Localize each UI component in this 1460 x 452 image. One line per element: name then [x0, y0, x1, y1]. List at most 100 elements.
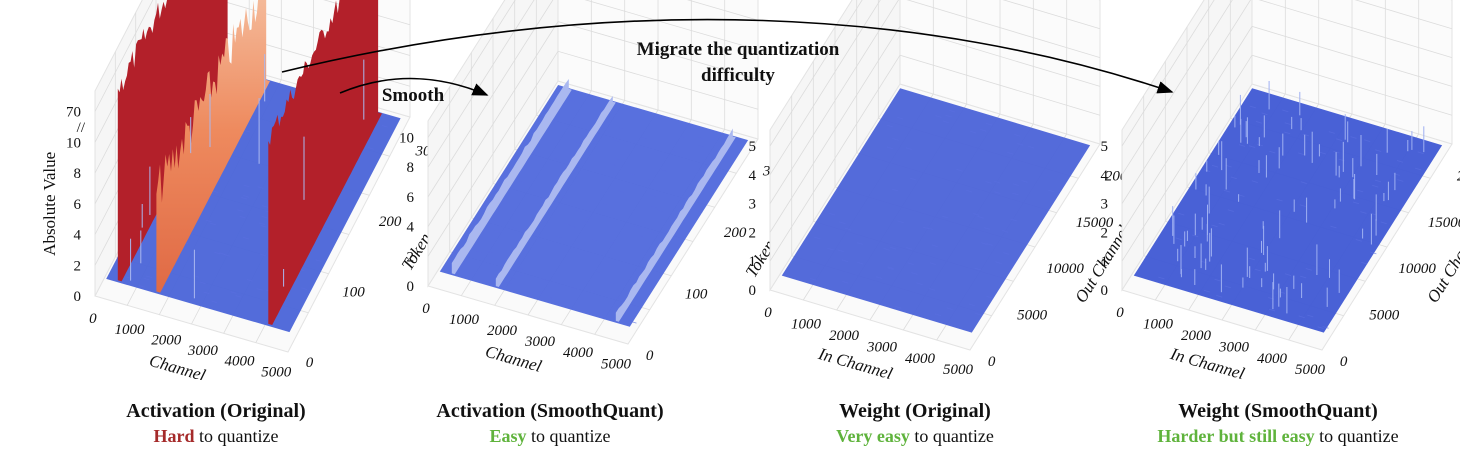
surface-texture: [569, 99, 576, 103]
surface-texture: [510, 277, 517, 280]
panel-title: Weight (Original): [839, 400, 991, 422]
surface-texture: [956, 168, 963, 172]
surface-texture: [845, 227, 852, 231]
x-tick-label: 4000: [563, 345, 594, 361]
surface-texture: [446, 266, 453, 270]
surface-texture: [886, 146, 894, 150]
gridline: [1121, 54, 1453, 262]
surface-texture: [487, 281, 495, 285]
surface-texture: [244, 130, 251, 133]
surface-texture: [519, 227, 527, 231]
figure: 0100020003000400050000100200300024681070…: [40, 0, 1460, 380]
surface-texture: [633, 225, 641, 229]
migrate-label-line2: difficulty: [701, 65, 775, 86]
surface-texture: [315, 259, 322, 262]
surface-texture: [1238, 144, 1246, 147]
surface-texture: [500, 201, 508, 205]
z-tick-label: 3: [1101, 197, 1109, 213]
surface-texture: [1211, 164, 1219, 168]
surface-texture: [1211, 224, 1218, 228]
panel-subtitle: Very easy to quantize: [745, 424, 1085, 448]
x-tick-label: 3000: [187, 343, 219, 359]
surface-texture: [630, 321, 637, 324]
surface-texture: [1302, 133, 1310, 137]
surface-texture: [1284, 131, 1291, 135]
gridline: [1121, 0, 1452, 147]
surface-texture: [628, 304, 635, 307]
surface-texture: [569, 225, 576, 228]
surface-texture: [837, 249, 844, 252]
surface-texture: [1012, 183, 1020, 186]
gridline: [1121, 0, 1453, 204]
outlier-ridge: [451, 79, 572, 275]
surface-texture: [547, 296, 554, 299]
surface-texture: [613, 157, 621, 161]
surface-texture: [650, 205, 658, 208]
surface-texture: [827, 247, 834, 251]
x-tick-label: 2000: [487, 323, 518, 339]
z-tick-label: 6: [74, 197, 82, 213]
panel-title: Activation (Original): [126, 400, 306, 422]
subtitle-rest: to quantize: [194, 426, 279, 446]
x-tick-label: 0: [1116, 305, 1124, 321]
surface-texture: [260, 225, 267, 228]
surface-texture: [1251, 180, 1258, 183]
surface-texture: [1224, 285, 1231, 289]
surface-texture: [697, 144, 705, 148]
x-tick-label: 0: [422, 301, 430, 317]
surface-texture: [1397, 179, 1404, 182]
x-tick-label: 5000: [943, 362, 974, 378]
y-tick-label: 200: [724, 225, 747, 241]
z-tick-label: 0: [74, 289, 82, 305]
smooth-arrow: [339, 77, 489, 96]
y-tick-label: 10000: [1398, 261, 1436, 277]
surface-texture: [897, 220, 904, 224]
x-tick-label: 5000: [261, 364, 292, 380]
surface-texture: [660, 169, 668, 172]
gridline: [769, 54, 1101, 262]
surface-texture: [842, 281, 849, 284]
surface-texture: [230, 291, 237, 294]
surface-texture: [209, 222, 216, 226]
surface-texture: [146, 275, 153, 278]
surface-texture: [1307, 314, 1314, 318]
surface-texture: [609, 163, 616, 166]
surface-texture: [256, 288, 263, 291]
gridline: [427, 0, 516, 138]
gridline: [427, 21, 759, 227]
surface-texture: [647, 230, 654, 234]
z-tick-label: 4: [749, 168, 757, 184]
x-tick-label: 4000: [1257, 351, 1288, 367]
x-tick-label: 5000: [1295, 362, 1326, 378]
surface-texture: [887, 267, 894, 270]
surface-texture: [897, 116, 904, 120]
surface-texture: [876, 276, 883, 279]
surface-texture: [857, 261, 864, 265]
z-tick-label: 2: [1101, 225, 1109, 241]
surface-mesh: [1133, 88, 1443, 333]
surface-texture: [966, 189, 973, 193]
z-tick-label: 8: [407, 160, 415, 176]
surface-texture: [570, 287, 577, 290]
x-tick-label: 0: [89, 311, 97, 327]
surface-texture: [602, 203, 609, 206]
z-tick-label: 4: [74, 228, 82, 244]
surface-texture: [994, 191, 1001, 194]
surface-texture: [922, 226, 930, 230]
surface-texture: [538, 291, 545, 294]
surface-texture: [608, 241, 616, 244]
panel-title: Activation (SmoothQuant): [436, 400, 664, 422]
surface-texture: [1330, 225, 1337, 229]
surface-texture: [640, 136, 648, 140]
surface-texture: [1007, 152, 1014, 155]
surface-texture: [856, 242, 864, 245]
surface-texture: [1284, 273, 1292, 276]
migrate-label-line1: Migrate the quantization: [637, 39, 840, 60]
surface-texture: [243, 195, 250, 198]
y-tick-label: 200: [379, 214, 402, 230]
surface-texture: [618, 190, 625, 193]
surface-texture: [541, 278, 549, 282]
surface-texture: [138, 285, 145, 288]
surface-texture: [590, 290, 597, 293]
z-tick-label: 0: [407, 279, 415, 295]
